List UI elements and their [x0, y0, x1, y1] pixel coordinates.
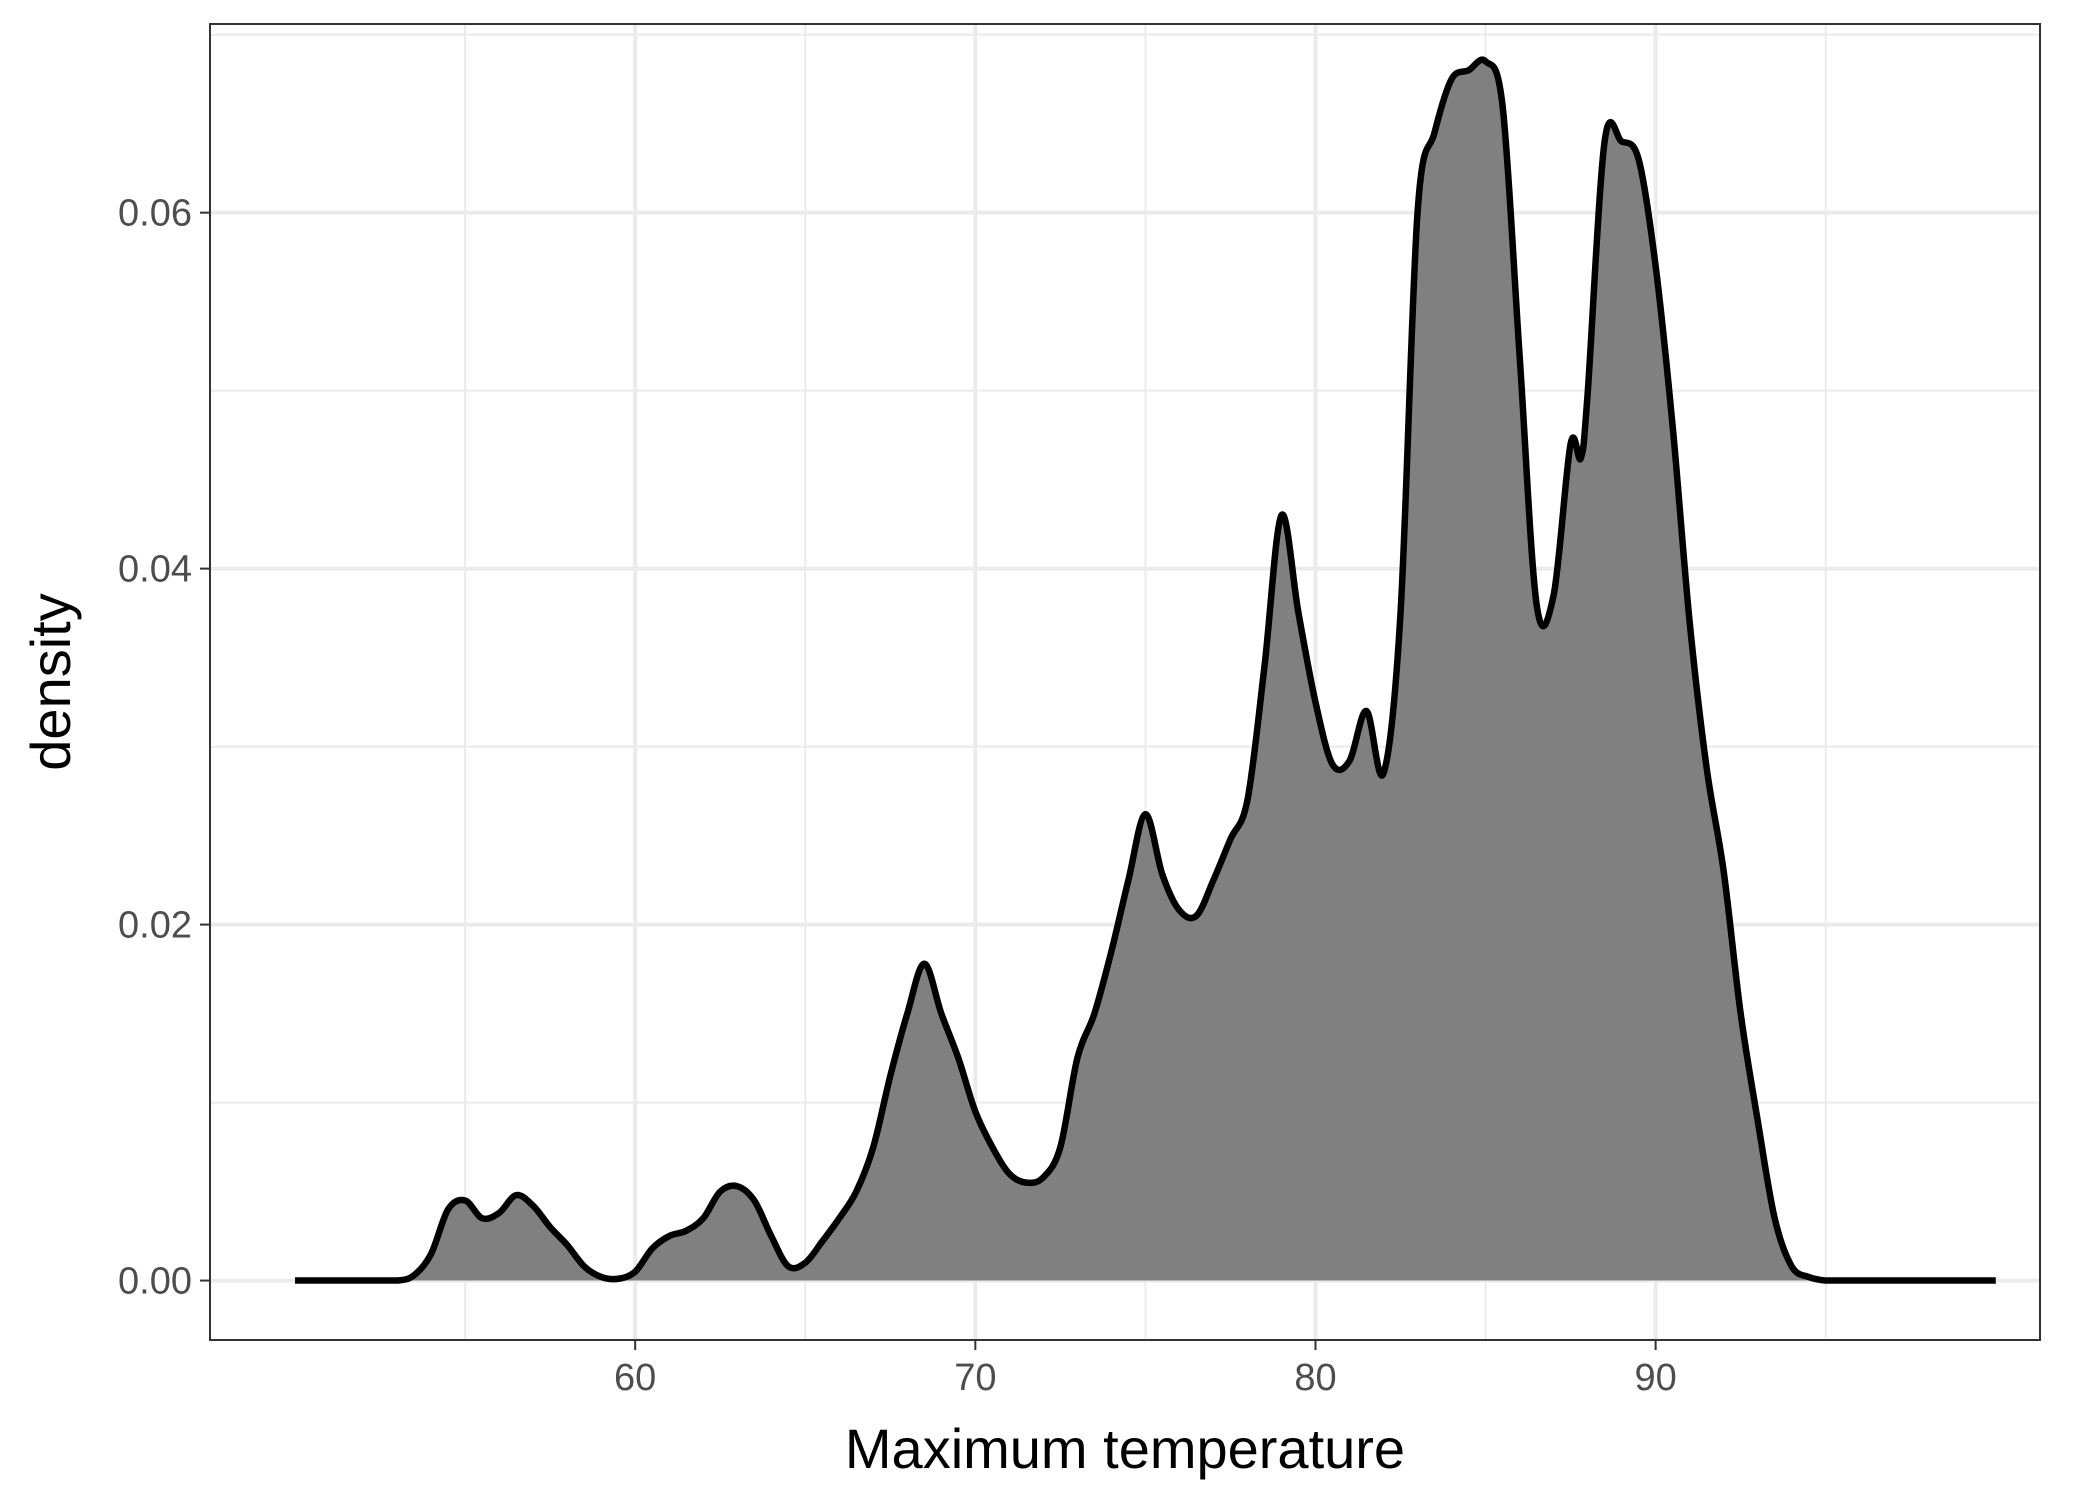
x-axis-title: Maximum temperature	[845, 1417, 1405, 1480]
x-tick-label: 60	[614, 1357, 656, 1399]
y-axis: 0.00 0.02 0.04 0.06	[118, 193, 210, 1303]
y-axis-title: density	[19, 593, 82, 770]
y-tick-label: 0.00	[118, 1261, 192, 1303]
density-line	[295, 56, 1996, 1284]
panel-border	[209, 23, 2041, 1341]
y-tick-label: 0.06	[118, 193, 192, 235]
x-tick-label: 80	[1294, 1357, 1336, 1399]
x-tick-label: 70	[954, 1357, 996, 1399]
y-tick-label: 0.02	[118, 905, 192, 947]
y-tick-label: 0.04	[118, 549, 192, 591]
x-axis: 60 70 80 90	[614, 1340, 1677, 1399]
x-tick-label: 90	[1634, 1357, 1676, 1399]
density-area	[295, 59, 1996, 1281]
